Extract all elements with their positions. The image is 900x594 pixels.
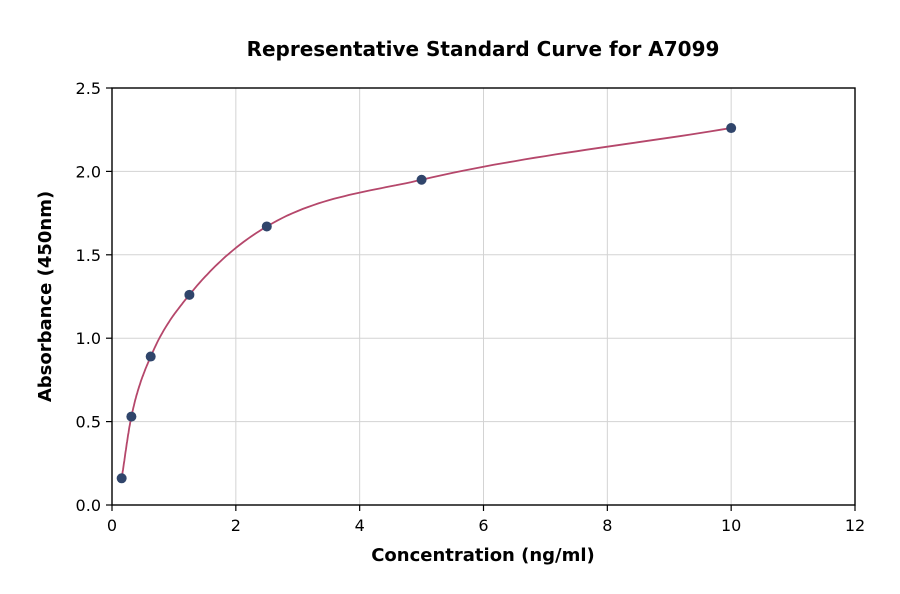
grid-layer [111, 87, 856, 506]
data-point [126, 411, 137, 422]
x-tick-label: 6 [478, 516, 488, 535]
y-axis-label: Absorbance (450nm) [35, 191, 56, 402]
y-tick-label: 2.5 [76, 79, 101, 98]
data-point [261, 221, 272, 232]
y-tick-label: 2.0 [76, 162, 101, 181]
data-point [726, 123, 737, 134]
x-tick-label: 4 [355, 516, 365, 535]
chart-title: Representative Standard Curve for A7099 [247, 37, 720, 61]
y-tick-label: 0.0 [76, 496, 101, 515]
tick-layer: 0 2 4 6 8 10 12 0.0 0.5 1.0 1.5 2.0 2.5 [76, 79, 866, 535]
data-point [184, 289, 195, 300]
data-point [145, 351, 156, 362]
x-tick-label: 10 [721, 516, 741, 535]
y-tick-label: 1.0 [76, 329, 101, 348]
data-point [416, 174, 427, 185]
x-tick-label: 0 [107, 516, 117, 535]
y-tick-label: 0.5 [76, 413, 101, 432]
x-axis-label: Concentration (ng/ml) [371, 545, 595, 566]
x-tick-label: 12 [845, 516, 865, 535]
x-tick-label: 2 [231, 516, 241, 535]
data-point [116, 473, 127, 484]
plot-layer [116, 123, 737, 484]
x-tick-label: 8 [602, 516, 612, 535]
y-tick-label: 1.5 [76, 246, 101, 265]
